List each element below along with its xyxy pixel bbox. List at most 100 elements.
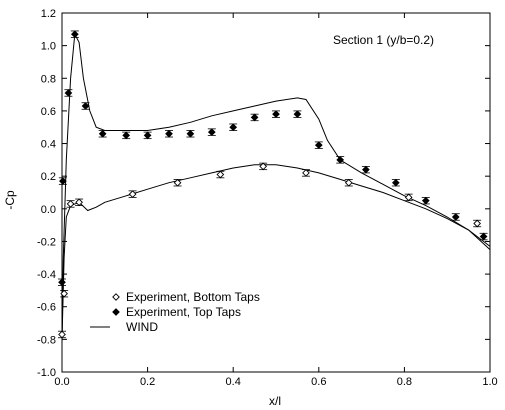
bottom-tap-marker (173, 178, 182, 187)
bottom-tap-point (301, 169, 310, 177)
legend-label: WIND (126, 320, 158, 334)
bottom-tap-marker (216, 170, 225, 179)
bottom-tap-point (128, 190, 137, 198)
top-tap-marker (229, 123, 238, 132)
bottom-tap-marker (58, 330, 66, 339)
bottom-tap-marker (259, 162, 267, 171)
top-tap-point (81, 102, 90, 110)
top-tap-marker (207, 128, 216, 136)
top-tap-point (58, 177, 67, 185)
legend-item: Experiment, Top Taps (112, 305, 241, 319)
y-tick-label: -0.8 (37, 334, 56, 346)
top-tap-marker (314, 141, 323, 150)
y-tick-label: 0.2 (41, 171, 56, 183)
top-tap-point (186, 129, 195, 138)
top-tap-point (314, 141, 323, 150)
bottom-tap-marker (60, 289, 68, 298)
legend-marker-swatch (112, 308, 120, 316)
x-tick-label: 0.8 (397, 376, 412, 388)
legend-marker-swatch (112, 293, 120, 301)
bottom-tap-marker (344, 178, 353, 187)
bottom-tap-point (473, 219, 482, 228)
y-tick-label: -0.4 (37, 269, 56, 281)
bottom-tap-point (259, 162, 268, 171)
top-tap-marker (272, 110, 280, 119)
top-tap-marker (479, 232, 488, 241)
top-tap-point (250, 113, 259, 122)
top-tap-point (451, 213, 460, 221)
bottom-tap-marker (404, 193, 413, 202)
bottom-tap-point (173, 178, 182, 187)
legend-label: Experiment, Top Taps (126, 305, 241, 319)
top-tap-point (421, 196, 430, 205)
bottom-tap-marker (302, 169, 310, 177)
tick-layer: 0.0 0.2 0.4 0.6 0.8 1.0 -1.0 -0.8 -0.6 -0.4 -0.2 0.… (37, 8, 498, 388)
top-tap-marker (81, 102, 90, 110)
x-tick-label: 0.0 (54, 376, 69, 388)
x-tick-label: 0.6 (311, 376, 326, 388)
top-tap-marker (64, 89, 73, 97)
bottom-tap-marker (473, 219, 481, 228)
bottom-tap-point (60, 289, 69, 298)
top-tap-marker (122, 131, 131, 140)
top-tap-point (165, 129, 173, 138)
top-tap-point (207, 128, 216, 136)
top-tap-marker (250, 113, 259, 122)
top-tap-point (98, 129, 107, 138)
legend-item: WIND (90, 320, 158, 334)
y-tick-label: 0.4 (41, 139, 56, 151)
bottom-tap-point (66, 200, 75, 208)
top-tap-marker (392, 178, 400, 187)
top-tap-marker (71, 30, 79, 39)
y-tick-label: 0.8 (41, 73, 56, 85)
bottom-tap-point (404, 193, 413, 202)
bottom-tap-marker (66, 200, 75, 208)
x-tick-label: 0.2 (140, 376, 155, 388)
x-axis-label: x/l (269, 394, 281, 408)
legend-item: Experiment, Bottom Taps (112, 290, 260, 304)
x-tick-label: 1.0 (482, 376, 497, 388)
plot-frame-layer (61, 12, 491, 373)
top-tap-marker (362, 165, 370, 174)
top-tap-point (361, 165, 370, 174)
top-tap-point (143, 131, 152, 140)
top-tap-marker (143, 131, 152, 140)
top-tap-marker (451, 213, 460, 221)
top-tap-point (391, 178, 400, 187)
legend-label: Experiment, Bottom Taps (126, 290, 260, 304)
top-tap-point (229, 123, 238, 132)
top-tap-point (272, 110, 280, 119)
x-tick-label: 0.4 (226, 376, 241, 388)
top-tap-point (336, 156, 345, 164)
top-tap-marker (165, 129, 173, 138)
top-tap-marker (98, 129, 107, 138)
bottom-tap-point (75, 198, 84, 207)
bottom-tap-point (58, 330, 66, 339)
top-tap-point (293, 110, 302, 119)
top-tap-point (64, 89, 73, 97)
bottom-tap-marker (75, 198, 83, 207)
bottom-tap-point (344, 178, 353, 187)
y-tick-label: -0.2 (37, 236, 56, 248)
top-tap-marker (58, 278, 66, 287)
bottom-tap-point (216, 170, 225, 179)
y-tick-label: 1.2 (41, 8, 56, 20)
top-tap-marker (421, 196, 430, 205)
y-tick-label: 0.0 (41, 204, 56, 216)
y-tick-label: -0.6 (37, 302, 56, 314)
top-tap-marker (293, 110, 302, 119)
plot-frame (61, 12, 491, 373)
section-annotation: Section 1 (y/b=0.2) (333, 33, 434, 47)
y-tick-label: -1.0 (37, 367, 56, 379)
top-tap-point (70, 30, 79, 39)
marker-layer (58, 30, 488, 339)
y-tick-label: 1.0 (41, 41, 56, 53)
top-tap-marker (186, 129, 195, 138)
top-tap-point (58, 278, 66, 287)
y-tick-label: 0.6 (41, 106, 56, 118)
wind-curve-2 (61, 32, 491, 343)
top-tap-point (479, 232, 488, 241)
y-axis-label: -Cp (3, 190, 17, 210)
